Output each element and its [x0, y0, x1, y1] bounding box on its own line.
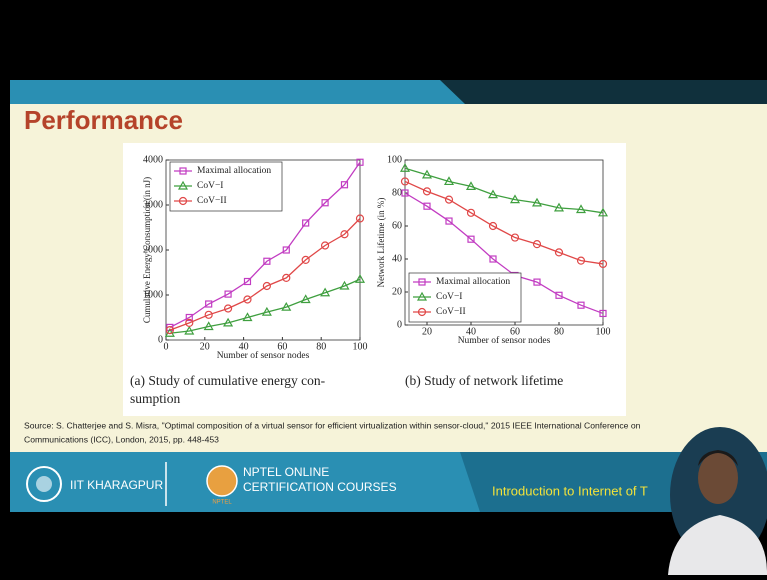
nptel-logo-text: NPTEL — [212, 500, 232, 506]
x-tick-label: 0 — [164, 341, 169, 352]
header-dark — [440, 80, 767, 104]
caption: (a) Study of cumulative energy con- — [130, 373, 326, 388]
iit-logo-inner — [36, 476, 52, 492]
y-tick-label: 0 — [158, 334, 163, 345]
legend-label: CoV−II — [436, 307, 466, 317]
y-axis-label: Cumulative Energy Consumption (in nJ) — [142, 177, 152, 323]
y-tick-label: 60 — [392, 220, 402, 231]
y-tick-label: 4000 — [143, 154, 163, 165]
y-tick-label: 20 — [392, 286, 402, 297]
caption: sumption — [130, 391, 181, 406]
x-tick-label: 20 — [200, 341, 210, 352]
x-axis-label: Number of sensor nodes — [458, 335, 551, 346]
legend-label: CoV−I — [197, 181, 223, 191]
caption: (b) Study of network lifetime — [405, 373, 563, 388]
x-axis-label: Number of sensor nodes — [217, 350, 310, 361]
legend-label: CoV−I — [436, 292, 462, 302]
legend-label: CoV−II — [197, 196, 227, 206]
nptel-logo — [207, 466, 237, 496]
footer-nptel: CERTIFICATION COURSES — [243, 480, 397, 494]
x-tick-label: 20 — [422, 326, 432, 337]
footer-course: Introduction to Internet of T — [492, 483, 648, 498]
page: {"slide_title": "Performance", "chart_da… — [0, 0, 767, 580]
footer-institute: IIT KHARAGPUR — [70, 478, 163, 492]
slide-title: Performance — [24, 105, 183, 135]
slide: Performance Source: S. Chatterjee and S.… — [0, 0, 767, 580]
x-tick-label: 80 — [554, 326, 564, 337]
y-tick-label: 0 — [397, 319, 402, 330]
legend-label: Maximal allocation — [436, 277, 510, 287]
source-line: Source: S. Chatterjee and S. Misra, "Opt… — [24, 420, 641, 430]
footer-nptel: NPTEL ONLINE — [243, 465, 329, 479]
x-tick-label: 100 — [353, 341, 368, 352]
y-tick-label: 40 — [392, 253, 402, 264]
y-tick-label: 80 — [392, 187, 402, 198]
y-axis-label: Network Lifetime (in %) — [376, 198, 386, 288]
source-line: Communications (ICC), London, 2015, pp. … — [24, 434, 219, 444]
legend-label: Maximal allocation — [197, 166, 271, 176]
x-tick-label: 100 — [596, 326, 611, 337]
presenter-head — [698, 452, 738, 504]
y-tick-label: 100 — [387, 154, 402, 165]
x-tick-label: 80 — [316, 341, 326, 352]
